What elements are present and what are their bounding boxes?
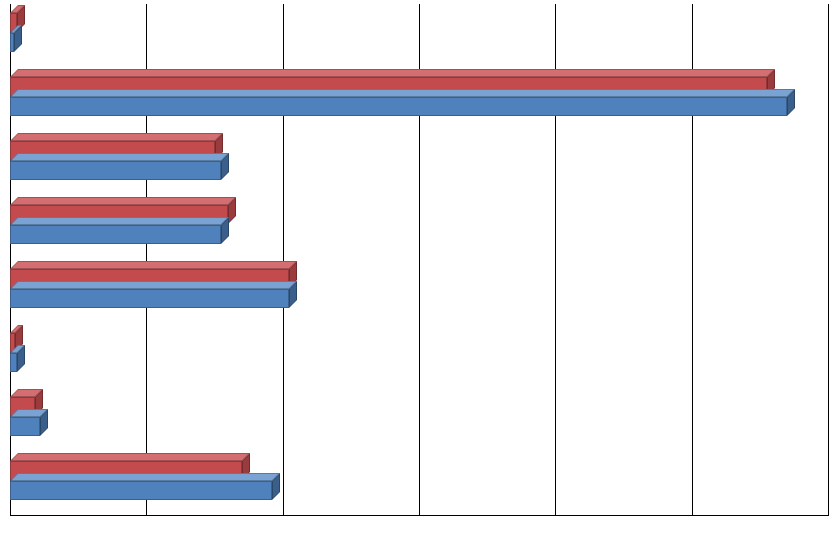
bar-blue: [10, 481, 272, 500]
bar-group: [10, 205, 828, 244]
bar-blue: [10, 161, 221, 180]
bar-blue: [10, 417, 40, 436]
grid-line: [828, 4, 829, 516]
plot-area: [10, 4, 828, 516]
bar-group: [10, 397, 828, 436]
bar-group: [10, 141, 828, 180]
bar-blue: [10, 225, 221, 244]
bar-chart: [0, 0, 836, 538]
bar-group: [10, 13, 828, 52]
x-axis-baseline: [10, 515, 828, 516]
bar-group: [10, 77, 828, 116]
bar-group: [10, 269, 828, 308]
bar-blue: [10, 353, 17, 372]
bar-blue: [10, 33, 14, 52]
bar-group: [10, 333, 828, 372]
bar-blue: [10, 97, 787, 116]
bar-blue: [10, 289, 289, 308]
bar-group: [10, 461, 828, 500]
